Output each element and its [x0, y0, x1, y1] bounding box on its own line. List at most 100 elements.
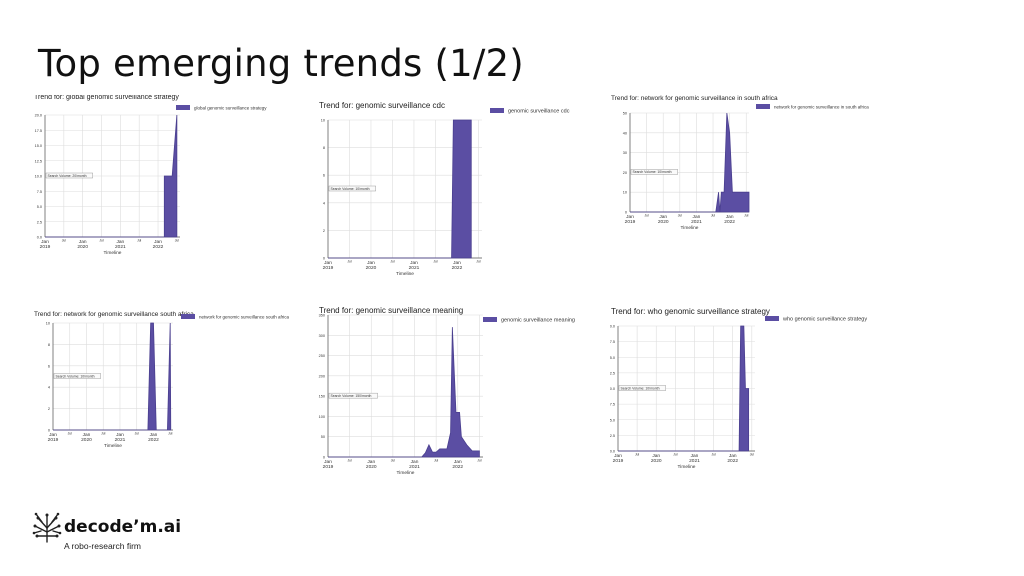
- chart-title: Trend for: network for genomic surveilla…: [34, 311, 194, 318]
- x-tick-label: Jan: [116, 239, 124, 245]
- x-tick-label: Jan: [411, 459, 419, 465]
- y-tick-label: 12.5: [610, 371, 615, 375]
- y-tick-label: 20: [623, 171, 627, 175]
- y-tick-label: 0: [625, 211, 627, 215]
- legend-swatch: [756, 104, 770, 109]
- annotation-label: Search Volume: 10/month: [621, 386, 660, 390]
- legend-swatch: [181, 314, 195, 319]
- y-tick-label: 2: [48, 407, 50, 411]
- x-tick-label: Jul: [678, 214, 682, 218]
- x-tick-label: Jul: [175, 239, 179, 243]
- x-tick-label: Jul: [137, 239, 141, 243]
- y-tick-label: 0: [323, 456, 325, 460]
- series-area: [328, 327, 480, 458]
- x-tick-label: Jul: [135, 432, 139, 436]
- x-tick-label: Jul: [62, 239, 66, 243]
- x-tick-year-label: 2019: [40, 244, 51, 250]
- y-tick-label: 40: [623, 131, 627, 135]
- x-tick-year-label: 2022: [724, 219, 735, 225]
- y-tick-label: 20.0: [610, 325, 615, 329]
- x-tick-label: Jul: [99, 239, 103, 243]
- y-tick-label: 100: [319, 415, 325, 419]
- x-tick-label: Jul: [711, 453, 715, 457]
- x-tick-label: Jan: [41, 239, 49, 245]
- x-tick-label: Jan: [410, 260, 418, 266]
- x-axis-label: Timeline: [681, 225, 699, 231]
- x-tick-label: Jan: [729, 453, 737, 459]
- y-tick-label: 7.5: [610, 403, 615, 407]
- annotation-box: [630, 169, 678, 175]
- y-tick-label: 5.0: [610, 418, 615, 422]
- chart-title: Trend for: genomic surveillance meaning: [319, 306, 463, 315]
- x-tick-label: Jan: [454, 459, 462, 465]
- x-tick-year-label: 2022: [148, 437, 159, 443]
- trend-chart-who-strategy: Trend for: who genomic surveillance stra…: [610, 303, 880, 473]
- x-tick-year-label: 2019: [613, 458, 624, 464]
- x-tick-year-label: 2020: [77, 244, 88, 250]
- x-tick-year-label: 2022: [153, 244, 164, 250]
- chart-svg: Trend for: genomic surveillance meaning 0…: [319, 306, 575, 476]
- trend-chart-network-south-africa: Trend for: network for genomic surveilla…: [33, 303, 303, 473]
- x-axis-label: Timeline: [104, 443, 122, 449]
- slide-title: Top emerging trends (1/2): [38, 42, 524, 85]
- y-tick-label: 15.0: [610, 356, 615, 360]
- legend-label: genomic surveillance cdc: [508, 109, 570, 115]
- chart-svg: Trend for: genomic surveillance cdc 0 2 4 6 8…: [319, 101, 570, 277]
- y-tick-label: 15.0: [35, 144, 42, 148]
- annotation-box: [328, 392, 378, 399]
- y-tick-label: 30: [623, 151, 627, 155]
- y-tick-label: 50: [623, 112, 627, 116]
- x-tick-year-label: 2019: [625, 219, 636, 225]
- trend-chart-cdc: Trend for: genomic surveillance cdc 0 2 4 6 8…: [318, 95, 588, 285]
- x-tick-label: Jul: [744, 214, 748, 218]
- x-tick-year-label: 2019: [323, 464, 334, 470]
- x-tick-label: Jan: [652, 453, 660, 459]
- annotation-label: Search Volume: 10/month: [633, 170, 672, 174]
- y-tick-label: 150: [319, 395, 325, 399]
- x-tick-label: Jan: [150, 432, 158, 438]
- x-tick-year-label: 2020: [366, 265, 377, 271]
- x-tick-year-label: 2020: [658, 219, 669, 225]
- series-area: [618, 325, 750, 452]
- x-tick-year-label: 2020: [651, 458, 662, 464]
- x-tick-year-label: 2022: [727, 458, 738, 464]
- x-tick-label: Jul: [476, 260, 480, 264]
- series-area: [45, 114, 178, 238]
- y-tick-label: 2.5: [37, 220, 42, 224]
- x-tick-label: Jul: [644, 214, 648, 218]
- x-tick-label: Jan: [79, 239, 87, 245]
- x-tick-label: Jan: [83, 432, 91, 438]
- series-area: [630, 112, 750, 213]
- series-area: [328, 119, 472, 259]
- x-tick-year-label: 2021: [409, 464, 420, 470]
- y-tick-label: 17.5: [35, 129, 42, 133]
- x-tick-label: Jan: [49, 432, 57, 438]
- x-tick-label: Jul: [68, 432, 72, 436]
- y-tick-label: 7.5: [37, 190, 42, 194]
- annotation-label: Search Volume: 150/month: [331, 394, 372, 398]
- annotation-box: [53, 373, 101, 379]
- chart-title: Trend for: who genomic surveillance stra…: [611, 307, 770, 316]
- x-tick-label: Jul: [711, 214, 715, 218]
- x-tick-year-label: 2021: [689, 458, 700, 464]
- x-tick-label: Jan: [659, 214, 667, 220]
- brand-tagline: A robo-research firm: [64, 541, 141, 551]
- y-tick-label: 6: [48, 364, 50, 368]
- y-tick-label: 2: [323, 229, 325, 233]
- x-tick-label: Jan: [324, 459, 332, 465]
- y-tick-label: 50: [321, 435, 325, 439]
- x-tick-label: Jul: [168, 432, 172, 436]
- x-tick-year-label: 2021: [115, 244, 126, 250]
- chart-svg: Trend for: network for genomic surveilla…: [611, 95, 869, 231]
- legend-label: genomic surveillance meaning: [501, 318, 575, 324]
- brain-circuit-icon: [32, 512, 62, 543]
- y-tick-label: 0.0: [610, 450, 615, 454]
- legend-label: global genomic surveillance strategy: [194, 106, 267, 111]
- x-tick-label: Jul: [434, 459, 438, 463]
- legend-swatch: [765, 316, 779, 321]
- x-tick-year-label: 2022: [452, 265, 463, 271]
- x-tick-year-label: 2021: [691, 219, 702, 225]
- chart-title: Trend for: network for genomic surveilla…: [611, 95, 778, 102]
- legend-swatch: [176, 105, 190, 110]
- chart-title: Trend for: genomic surveillance cdc: [319, 101, 445, 110]
